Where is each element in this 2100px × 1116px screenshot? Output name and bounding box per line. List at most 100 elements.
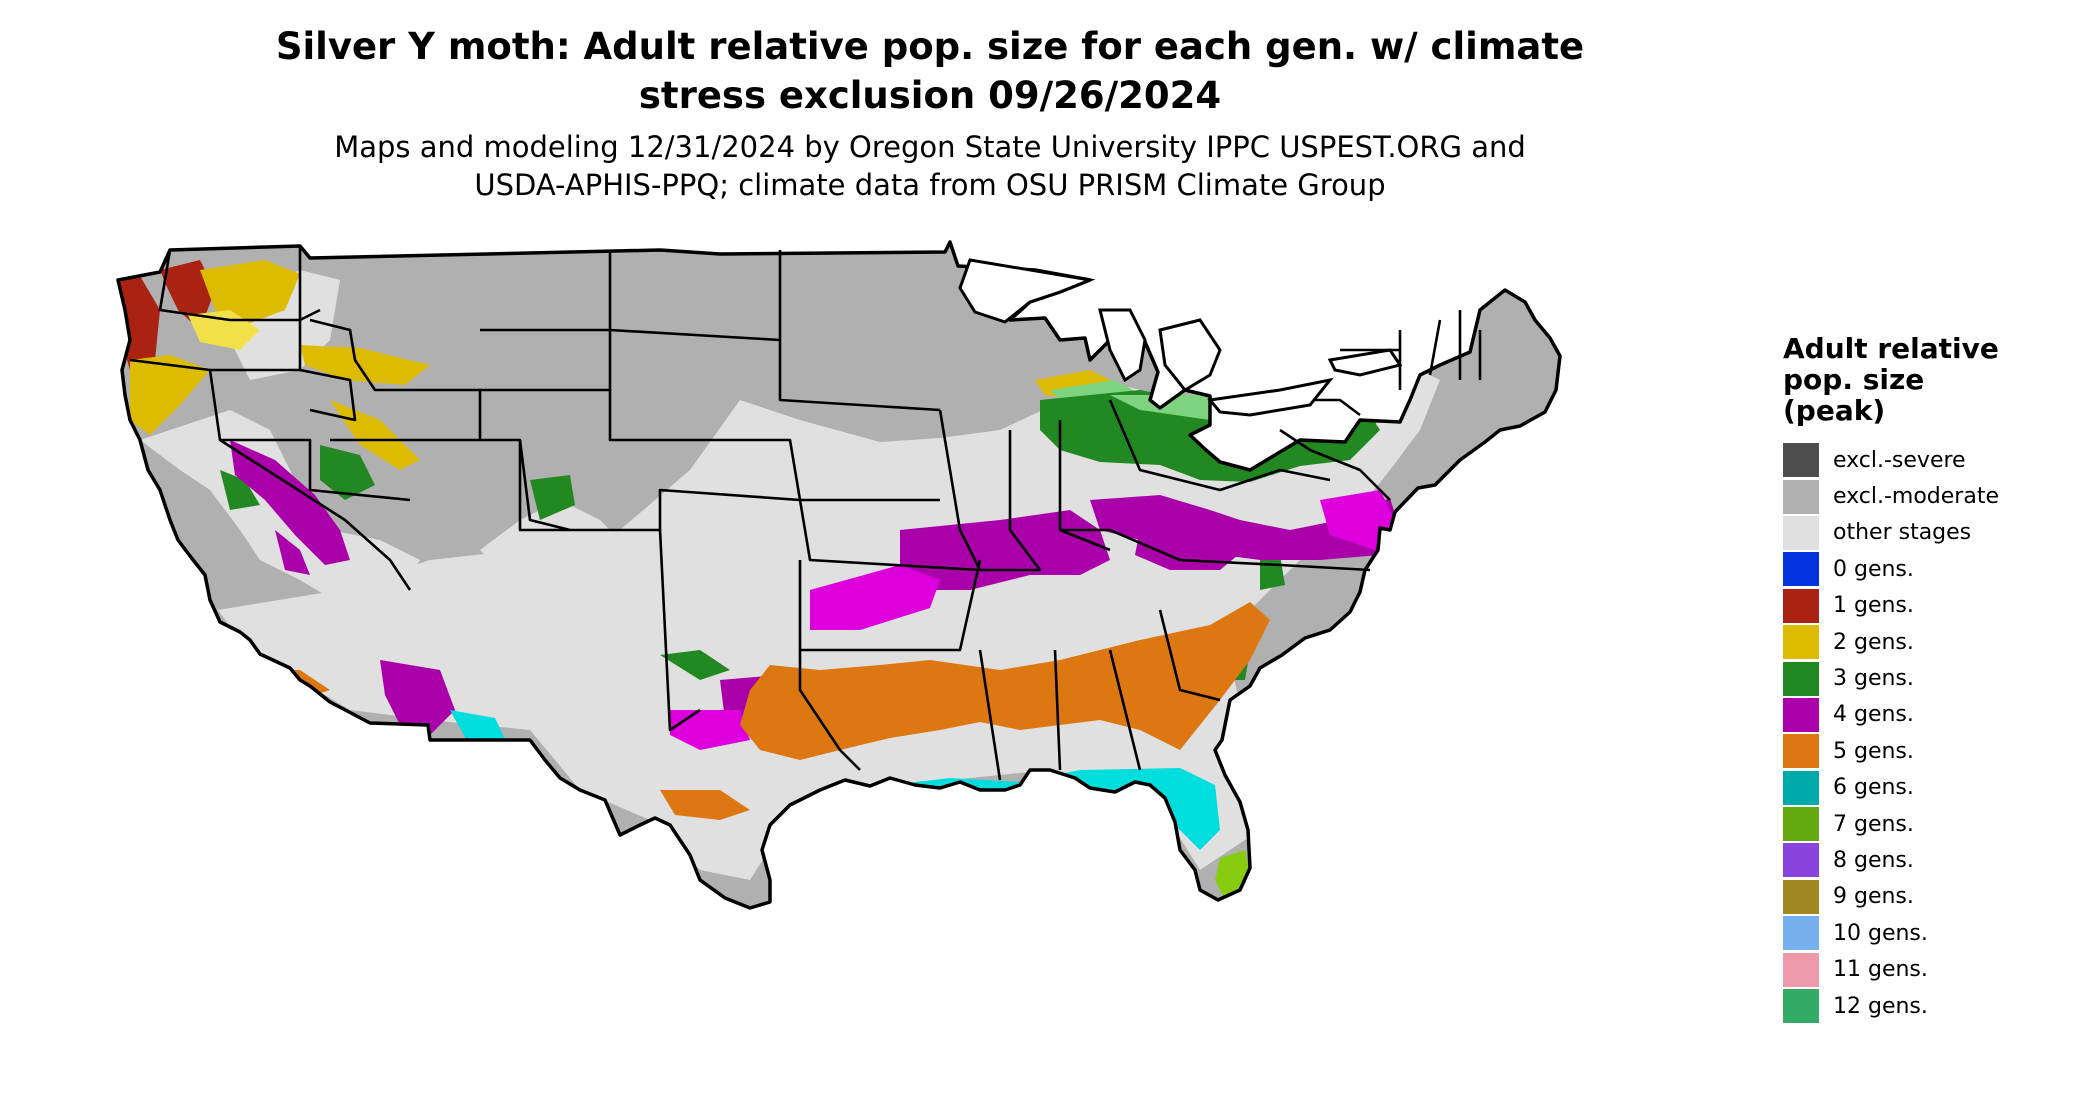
zone-gen3 xyxy=(660,650,730,680)
zone-gen7 xyxy=(780,870,860,908)
legend-label: 6 gens. xyxy=(1833,775,1914,801)
state-boundary xyxy=(309,318,480,392)
legend-swatch xyxy=(1783,625,1819,660)
legend-item: 5 gens. xyxy=(1783,733,2083,769)
legend-item: 1 gens. xyxy=(1783,588,2083,624)
zone-gen2 xyxy=(330,400,420,470)
legend-label: excl.-moderate xyxy=(1833,484,1999,510)
legend-swatch xyxy=(1783,807,1819,842)
state-boundary xyxy=(608,390,940,502)
legend-items: excl.-severe excl.-moderate other stages 0 … xyxy=(1783,442,2083,1024)
legend-label: 3 gens. xyxy=(1833,666,1914,692)
zone-gen4 xyxy=(900,510,1110,590)
state-boundary xyxy=(1158,609,1221,702)
state-boundary xyxy=(980,430,1042,572)
map-fill-layer xyxy=(118,242,1560,1090)
state-boundary xyxy=(1108,399,1181,482)
legend-label: 2 gens. xyxy=(1833,629,1914,655)
state-boundary xyxy=(1279,428,1391,501)
legend-label: 1 gens. xyxy=(1833,593,1914,619)
legend-title-line-2: pop. size xyxy=(1783,363,1925,396)
zone-gen4_bright xyxy=(670,710,750,750)
subtitle-line-2: USDA-APHIS-PPQ; climate data from OSU PR… xyxy=(474,168,1386,202)
zone-gen3 xyxy=(530,475,575,520)
legend-item: 9 gens. xyxy=(1783,879,2083,915)
legend-swatch xyxy=(1783,879,1819,914)
zone-other xyxy=(480,500,620,580)
legend-swatch xyxy=(1783,734,1819,769)
legend-swatch xyxy=(1783,952,1819,987)
zone-gen4 xyxy=(1135,530,1250,570)
zone-gen3 xyxy=(220,470,260,510)
zone-gen4 xyxy=(230,440,350,565)
legend-label: 0 gens. xyxy=(1833,556,1914,582)
legend-item: 10 gens. xyxy=(1783,915,2083,951)
legend-item: 4 gens. xyxy=(1783,697,2083,733)
great-lakes xyxy=(958,258,1403,417)
map-subtitle: Maps and modeling 12/31/2024 by Oregon S… xyxy=(150,128,1710,204)
state-boundary xyxy=(1060,528,1371,572)
legend-swatch xyxy=(1783,843,1819,878)
legend-item: excl.-severe xyxy=(1783,442,2083,478)
legend-label: 8 gens. xyxy=(1833,847,1914,873)
zone-gen1 xyxy=(160,260,215,330)
legend-item: 3 gens. xyxy=(1783,660,2083,696)
legend-label: 4 gens. xyxy=(1833,702,1914,728)
legend-item: 11 gens. xyxy=(1783,951,2083,987)
state-boundary xyxy=(658,488,981,572)
us-generations-map xyxy=(116,240,1562,1090)
zone-gen4_bright xyxy=(810,565,940,630)
state-boundary xyxy=(798,559,982,652)
map-title: Silver Y moth: Adult relative pop. size … xyxy=(150,22,1710,120)
state-boundary xyxy=(1179,468,1331,492)
zone-gen4 xyxy=(380,660,455,735)
state-boundary xyxy=(330,438,571,532)
legend-item: 12 gens. xyxy=(1783,988,2083,1024)
state-boundary xyxy=(1340,310,1482,390)
legend-swatch xyxy=(1783,552,1819,587)
zone-gen2 xyxy=(300,345,430,385)
legend-swatch xyxy=(1783,588,1819,623)
state-boundary xyxy=(480,328,612,392)
legend-label: excl.-severe xyxy=(1833,447,1966,473)
legend-item: 7 gens. xyxy=(1783,806,2083,842)
legend-item: 0 gens. xyxy=(1783,551,2083,587)
legend-label: 11 gens. xyxy=(1833,957,1928,983)
legend: Adult relative pop. size (peak) excl.-se… xyxy=(1783,333,2083,1024)
zone-gen2 xyxy=(130,355,210,435)
state-boundary xyxy=(798,650,861,771)
subtitle-line-1: Maps and modeling 12/31/2024 by Oregon S… xyxy=(334,130,1526,164)
legend-item: 6 gens. xyxy=(1783,770,2083,806)
zone-gen5 xyxy=(740,602,1270,760)
legend-title-line-3: (peak) xyxy=(1783,394,1886,427)
lake-shape xyxy=(958,258,1096,324)
legend-title: Adult relative pop. size (peak) xyxy=(1783,333,2083,426)
state-boundary xyxy=(208,369,412,591)
state-boundary xyxy=(220,438,411,502)
zone-gen8 xyxy=(1290,1075,1335,1090)
zone-gen5 xyxy=(660,790,750,820)
legend-item: 2 gens. xyxy=(1783,624,2083,660)
legend-swatch xyxy=(1783,661,1819,696)
legend-label: other stages xyxy=(1833,520,1972,546)
title-line-2: stress exclusion 09/26/2024 xyxy=(638,74,1222,117)
state-boundary xyxy=(938,409,982,571)
zone-severe xyxy=(415,742,432,760)
lake-shape xyxy=(1327,348,1403,377)
legend-label: 7 gens. xyxy=(1833,811,1914,837)
legend-swatch xyxy=(1783,515,1819,550)
legend-swatch xyxy=(1783,479,1819,514)
state-boundaries xyxy=(129,246,1482,781)
legend-swatch xyxy=(1783,697,1819,732)
legend-item: excl.-moderate xyxy=(1783,478,2083,514)
legend-title-line-1: Adult relative xyxy=(1783,332,1999,365)
legend-swatch xyxy=(1783,443,1819,478)
lake-shape xyxy=(1207,377,1334,417)
zone-gen2 xyxy=(200,260,300,325)
legend-label: 9 gens. xyxy=(1833,884,1914,910)
legend-item: 8 gens. xyxy=(1783,842,2083,878)
title-line-1: Silver Y moth: Adult relative pop. size … xyxy=(275,25,1585,68)
legend-label: 12 gens. xyxy=(1833,993,1928,1019)
lake-shape xyxy=(1158,318,1222,392)
state-boundary xyxy=(298,246,357,422)
